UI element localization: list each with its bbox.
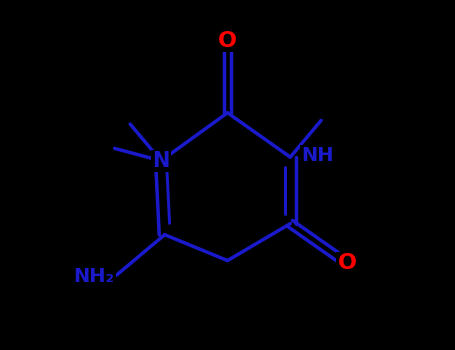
Text: NH₂: NH₂: [74, 267, 115, 286]
Text: N: N: [152, 151, 170, 171]
Text: O: O: [338, 253, 357, 273]
Text: NH: NH: [301, 146, 334, 165]
Text: O: O: [218, 31, 237, 51]
